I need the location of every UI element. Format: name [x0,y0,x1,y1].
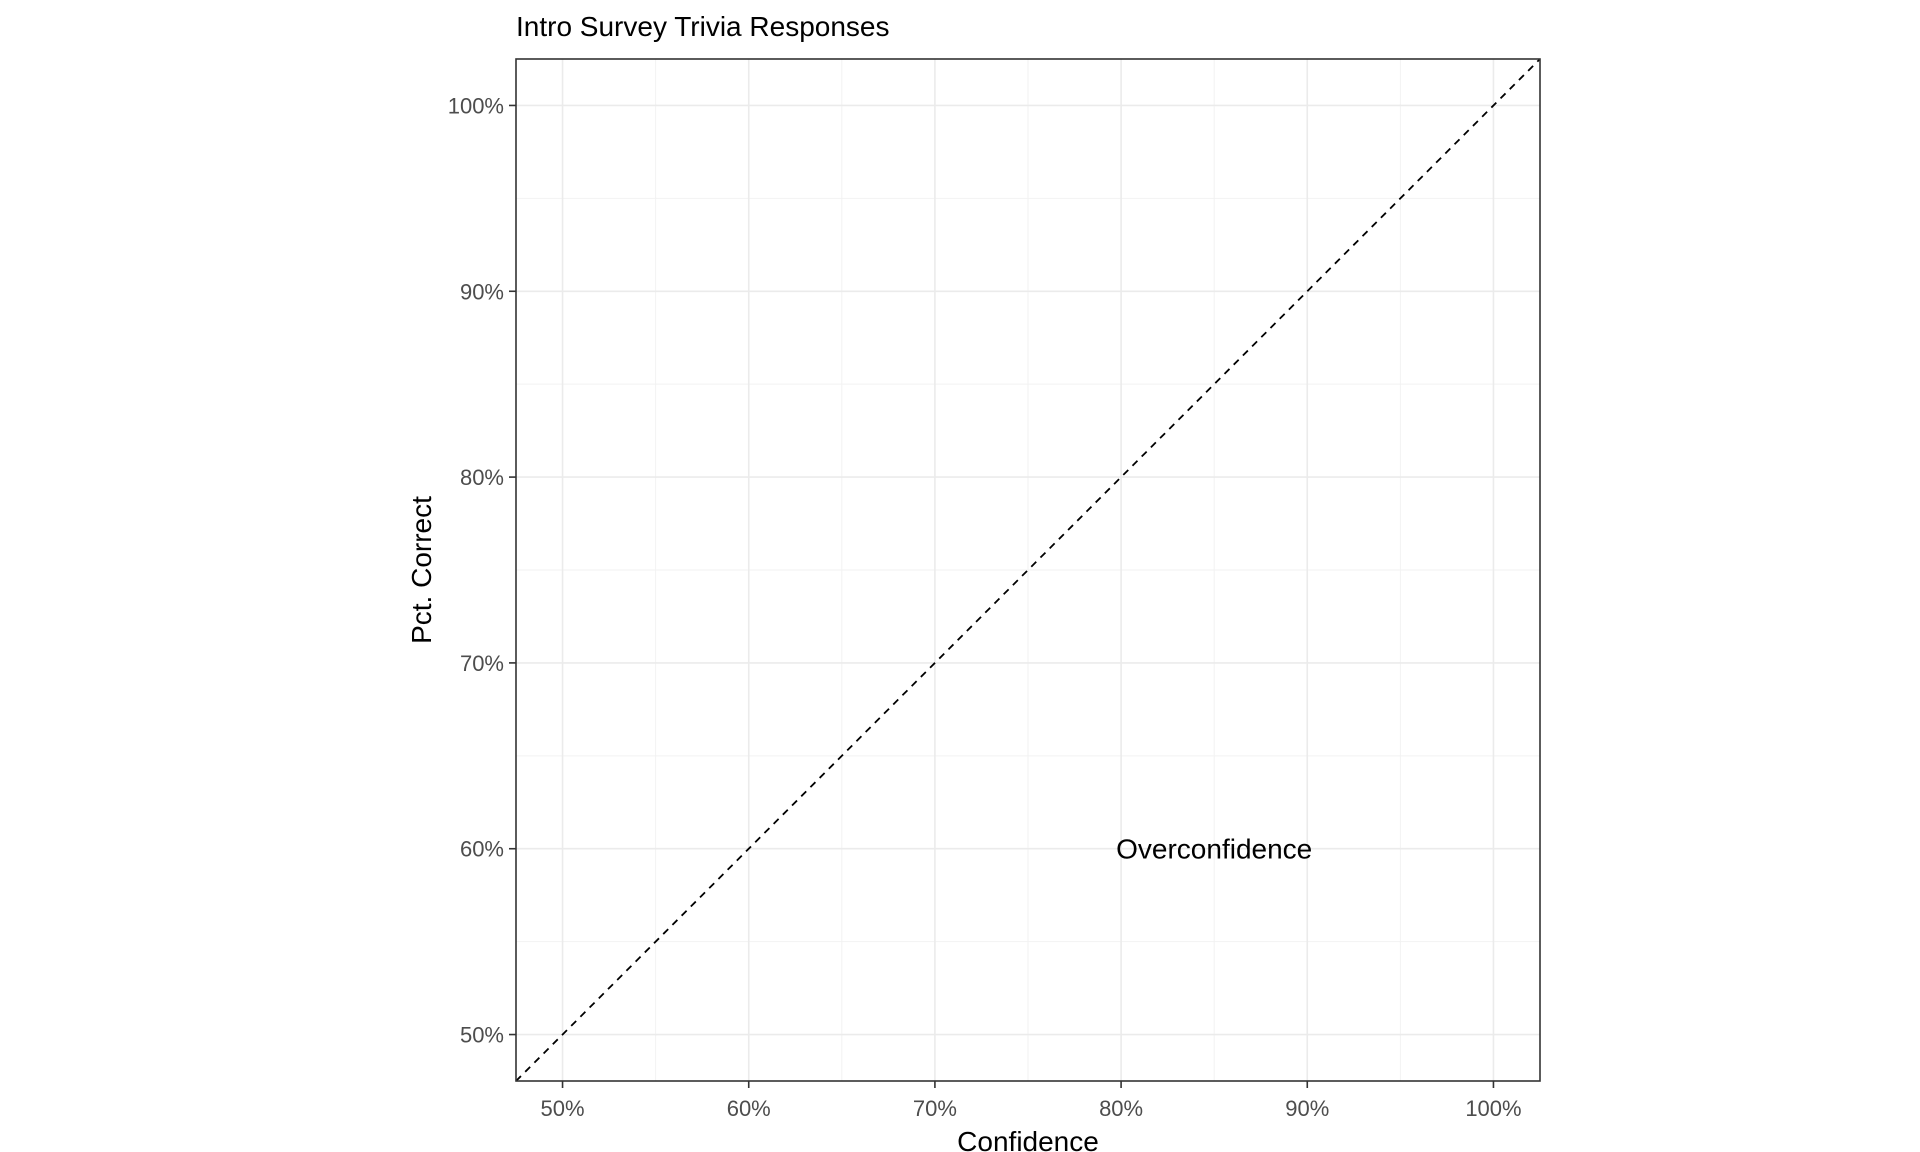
x-tick-label: 50% [541,1096,585,1121]
x-tick-label: 60% [727,1096,771,1121]
x-axis-title: Confidence [957,1126,1099,1152]
annotation-overconfidence: Overconfidence [1116,834,1312,865]
x-tick-label: 100% [1465,1096,1521,1121]
y-tick-label: 50% [460,1023,504,1048]
y-axis-title: Pct. Correct [406,496,437,644]
y-axis: 50% 60% 70% 80% 90% 100% [448,93,516,1048]
y-tick-label: 70% [460,651,504,676]
y-tick-label: 80% [460,465,504,490]
grid-minor [516,59,1540,1081]
x-tick-label: 80% [1099,1096,1143,1121]
y-tick-label: 60% [460,837,504,862]
x-axis: 50% 60% 70% 80% 90% 100% [541,1081,1522,1121]
chart-title: Intro Survey Trivia Responses [516,11,890,42]
y-tick-label: 90% [460,279,504,304]
y-tick-label: 100% [448,93,504,118]
grid-major [516,59,1540,1081]
x-tick-label: 90% [1285,1096,1329,1121]
plot-panel [515,58,1541,1082]
x-tick-label: 70% [913,1096,957,1121]
